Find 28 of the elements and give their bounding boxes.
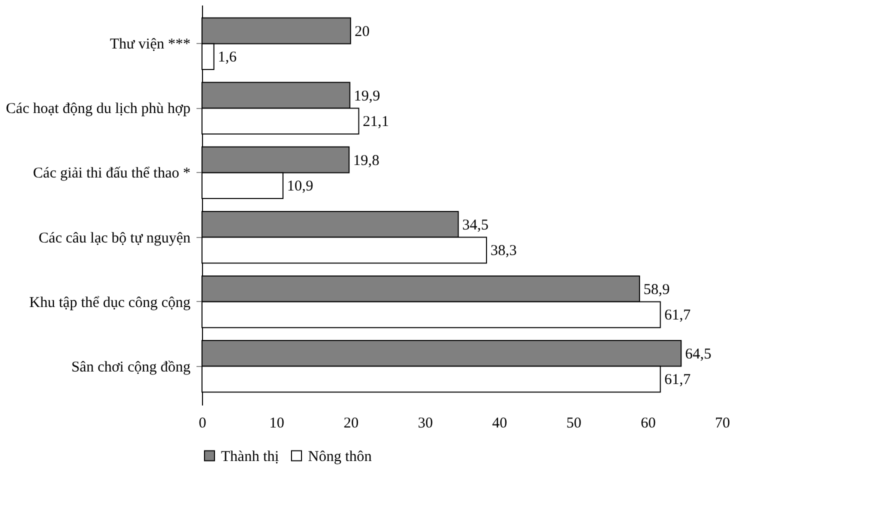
text: 1,6	[218, 50, 237, 66]
x-tick-label: 60	[640, 416, 656, 432]
text: 58,9	[644, 282, 670, 298]
x-tick-label: 20	[344, 416, 359, 432]
x-tick-label: 30	[418, 416, 433, 432]
y-tick-label: Khu tập thể dục công cộng	[29, 294, 191, 311]
legend-label: Nông thôn	[308, 448, 372, 465]
text: 19,8	[353, 152, 380, 169]
text: 34,5	[462, 217, 489, 234]
text: 61,7	[664, 308, 691, 324]
text: 38,3	[490, 243, 517, 260]
text: 21,1	[362, 114, 389, 130]
text: 10,9	[286, 178, 314, 195]
x-tick-label: 70	[715, 416, 730, 432]
y-tick-label: Các giải thi đấu thể thao *	[33, 166, 190, 182]
text: 20	[354, 24, 370, 40]
y-tick-label: Thư viện ***	[110, 36, 190, 53]
text: 64,5	[685, 346, 712, 362]
y-tick-label: Các câu lạc bộ tự nguyện	[38, 230, 191, 246]
y-tick-label: Sân chơi cộng đồng	[71, 359, 191, 376]
x-tick-label: 0	[198, 416, 206, 432]
x-tick-label: 10	[269, 416, 284, 432]
y-tick-label: Các hoạt động du lịch phù hợp	[6, 101, 190, 118]
text: 19,9	[354, 88, 380, 104]
x-tick-label: 50	[566, 416, 582, 432]
text: 61,7	[664, 372, 691, 388]
legend-label: Thành thị	[221, 448, 279, 465]
x-tick-label: 40	[492, 416, 508, 432]
